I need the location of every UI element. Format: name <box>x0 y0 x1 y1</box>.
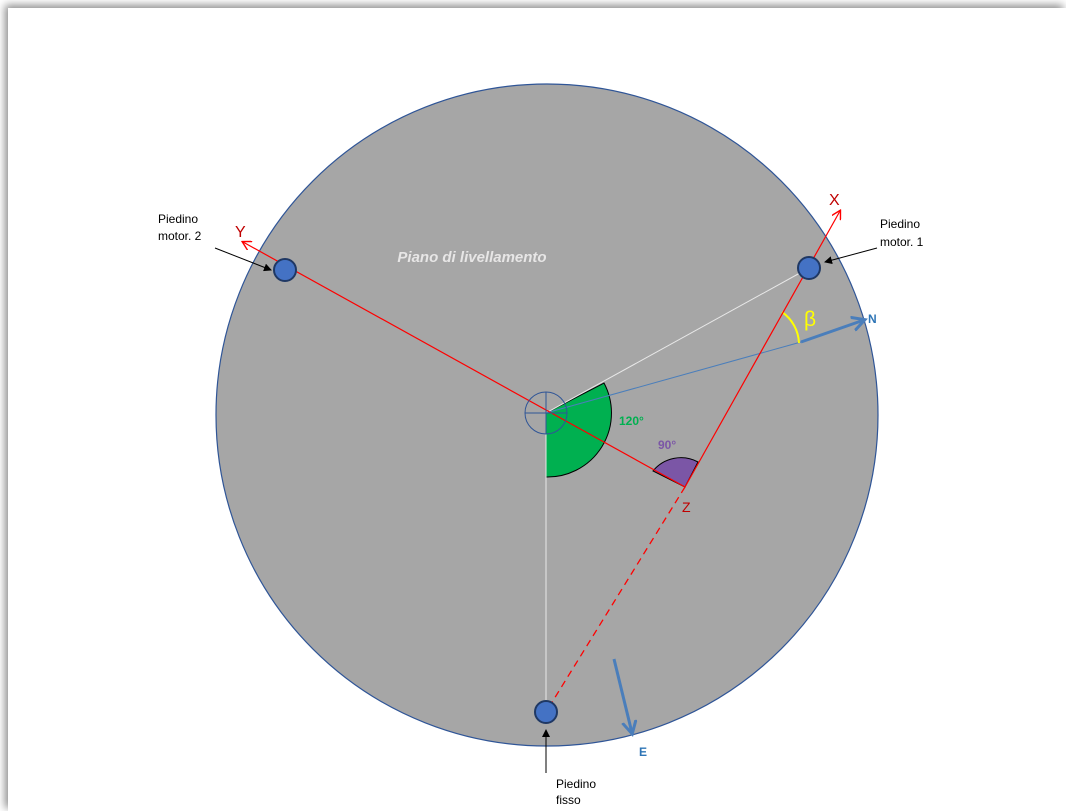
label-motor-2-line2: motor. 2 <box>158 229 202 243</box>
center-crosshair-icon <box>524 391 568 435</box>
plane-label: Piano di livellamento <box>397 249 546 266</box>
y-axis-label: Y <box>235 224 246 241</box>
beta-arc <box>781 311 800 344</box>
z-axis-label: Z <box>682 499 691 515</box>
foot-motor-2 <box>273 258 297 282</box>
pointer-motor-2 <box>214 247 272 272</box>
x-axis-label: X <box>829 192 840 209</box>
x-axis-extension <box>545 486 686 713</box>
north-arrow <box>800 320 864 344</box>
pointer-motor-1 <box>824 247 878 265</box>
label-fixed-line1: Piedino <box>556 777 596 791</box>
east-label: E <box>639 745 647 759</box>
label-fixed-line2: fisso <box>556 793 581 807</box>
y-axis <box>243 242 686 488</box>
label-motor-2-line1: Piedino <box>158 212 198 226</box>
label-motor-1-line1: Piedino <box>880 217 920 231</box>
foot-fixed <box>534 700 558 724</box>
beta-label: β <box>804 308 816 331</box>
north-label: N <box>868 312 877 326</box>
north-line <box>545 341 802 414</box>
east-arrow <box>612 658 632 733</box>
foot-motor-1 <box>797 256 821 280</box>
label-motor-1-line2: motor. 1 <box>880 235 924 249</box>
angle-120-label: 120° <box>619 414 644 428</box>
angle-90-label: 90° <box>658 438 676 452</box>
x-axis <box>684 211 840 488</box>
reference-line-motor1 <box>545 267 810 414</box>
